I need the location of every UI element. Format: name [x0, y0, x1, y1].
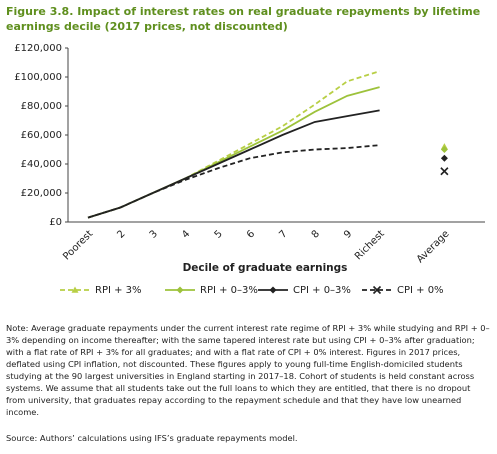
legend-marker: [71, 286, 79, 293]
line: [87, 144, 380, 219]
x-tick-label: Richest: [353, 228, 387, 262]
marker: [440, 167, 449, 176]
x-tick-label: Average: [415, 228, 452, 265]
chart-title: Figure 3.8. Impact of interest rates on …: [6, 5, 481, 33]
x-tick-label: 8: [310, 228, 322, 240]
marker: [440, 154, 448, 162]
legend-label: CPI + 0%: [397, 285, 444, 296]
x-tick-label: 2: [115, 228, 127, 240]
legend-label: CPI + 0–3%: [293, 285, 351, 296]
y-tick-label: £100,000: [14, 72, 62, 83]
x-tick-label: 9: [342, 228, 354, 240]
legend-label: RPI + 3%: [95, 285, 142, 296]
marker: [440, 146, 448, 153]
legend-marker: [372, 285, 382, 295]
x-tick-label: 7: [277, 228, 289, 240]
y-tick-label: £40,000: [21, 159, 62, 170]
legend-marker: [269, 286, 277, 294]
x-tick-label: 6: [245, 228, 257, 240]
y-tick-label: £120,000: [14, 43, 62, 54]
x-axis-label: Decile of graduate earnings: [183, 262, 348, 274]
y-tick-label: £0: [49, 217, 62, 228]
line: [87, 70, 380, 219]
x-tick-label: Poorest: [61, 228, 95, 262]
x-tick-label: 3: [148, 228, 160, 240]
source: Source: Authors’ calculations using IFS’…: [6, 433, 298, 443]
legend-label: RPI + 0–3%: [200, 285, 258, 296]
y-tick-label: £20,000: [21, 188, 62, 199]
x-tick-label: 5: [213, 228, 225, 240]
y-tick-label: £80,000: [21, 101, 62, 112]
y-tick-label: £60,000: [21, 130, 62, 141]
x-tick-label: 4: [180, 228, 192, 240]
chart: Decile of graduate earnings £0 £20,000 £40…: [14, 43, 485, 296]
note: Note: Average graduate repayments under …: [6, 323, 490, 417]
legend-marker: [176, 286, 184, 294]
